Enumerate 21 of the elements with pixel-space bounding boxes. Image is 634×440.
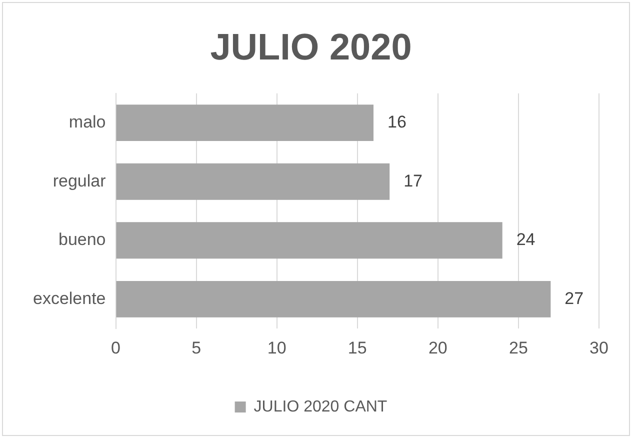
x-tick-label: 25 (509, 338, 528, 358)
y-tick-label: regular (52, 171, 106, 190)
bar (116, 163, 390, 200)
legend-label: JULIO 2020 CANT (254, 398, 388, 416)
data-label: 27 (564, 288, 584, 308)
x-tick-label: 10 (267, 338, 286, 358)
bar (116, 280, 551, 318)
x-tick-label: 15 (348, 338, 367, 358)
x-tick-label: 30 (590, 338, 608, 358)
x-tick-label: 20 (428, 338, 448, 358)
bar (116, 222, 502, 259)
chart-title: JULIO 2020 (210, 26, 412, 68)
y-tick-label: bueno (58, 230, 106, 250)
data-label: 16 (387, 112, 406, 132)
y-tick-label: excelente (32, 288, 106, 308)
x-tick-label: 0 (111, 338, 121, 358)
bar (116, 104, 374, 142)
y-tick-label: malo (68, 112, 106, 132)
data-label: 17 (404, 171, 423, 190)
data-label: 24 (516, 230, 536, 250)
x-tick-label: 5 (192, 338, 202, 358)
